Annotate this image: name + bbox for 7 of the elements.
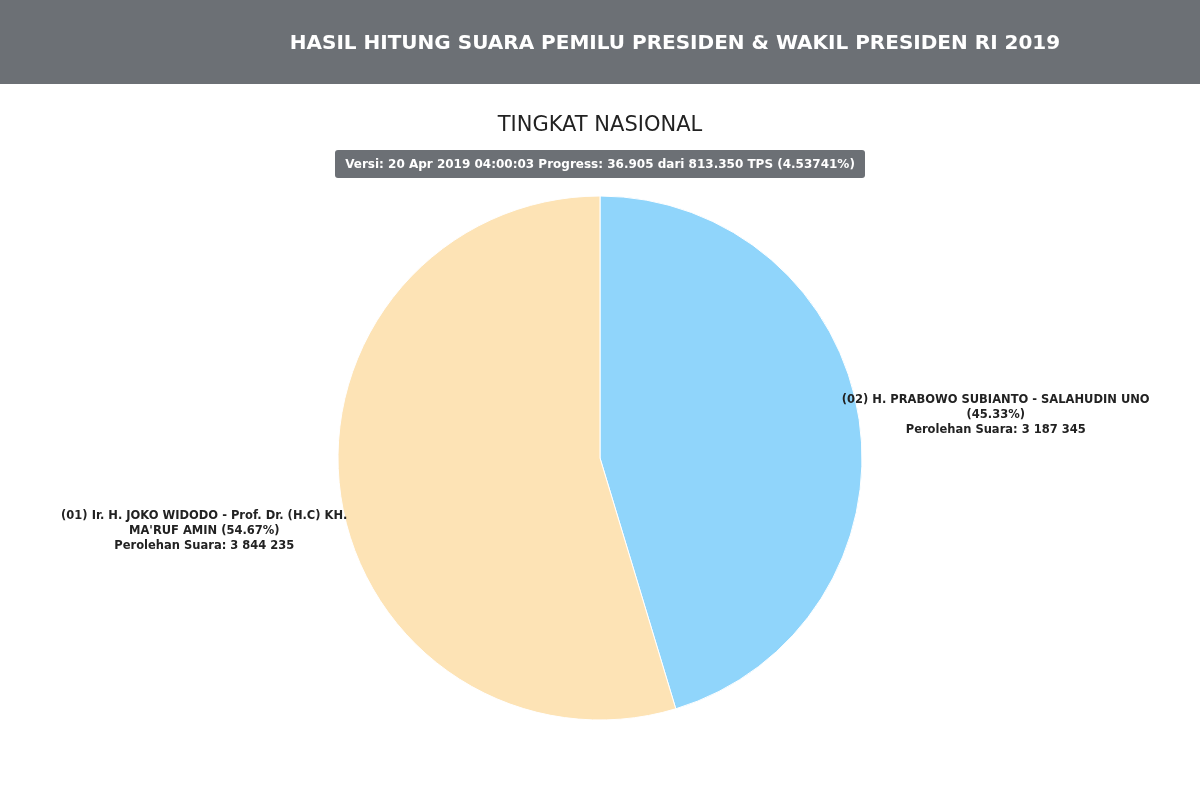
chart-title: HASIL HITUNG SUARA PEMILU PRESIDEN & WAKIL PRESIDEN RI 2019 bbox=[0, 0, 1200, 84]
slice-label: (01) Ir. H. JOKO WIDODO - Prof. Dr. (H.C) KH. MA'RUF AMIN (54.67%) bbox=[61, 508, 348, 538]
slice-label: (02) H. PRABOWO SUBIANTO - SALAHUDIN UNO (45.33%) bbox=[841, 391, 1150, 421]
chart-subtitle: TINGKAT NASIONAL bbox=[496, 112, 704, 136]
data-label: Perolehan Suara: 3 187 345 bbox=[905, 421, 1086, 436]
text: Versi: 20 Apr 2019 04:00:03 Progress: 36.905 dari 813.350 TPS (4.53741%) bbox=[335, 150, 865, 178]
data-label: Perolehan Suara: 3 844 235 bbox=[114, 538, 295, 553]
